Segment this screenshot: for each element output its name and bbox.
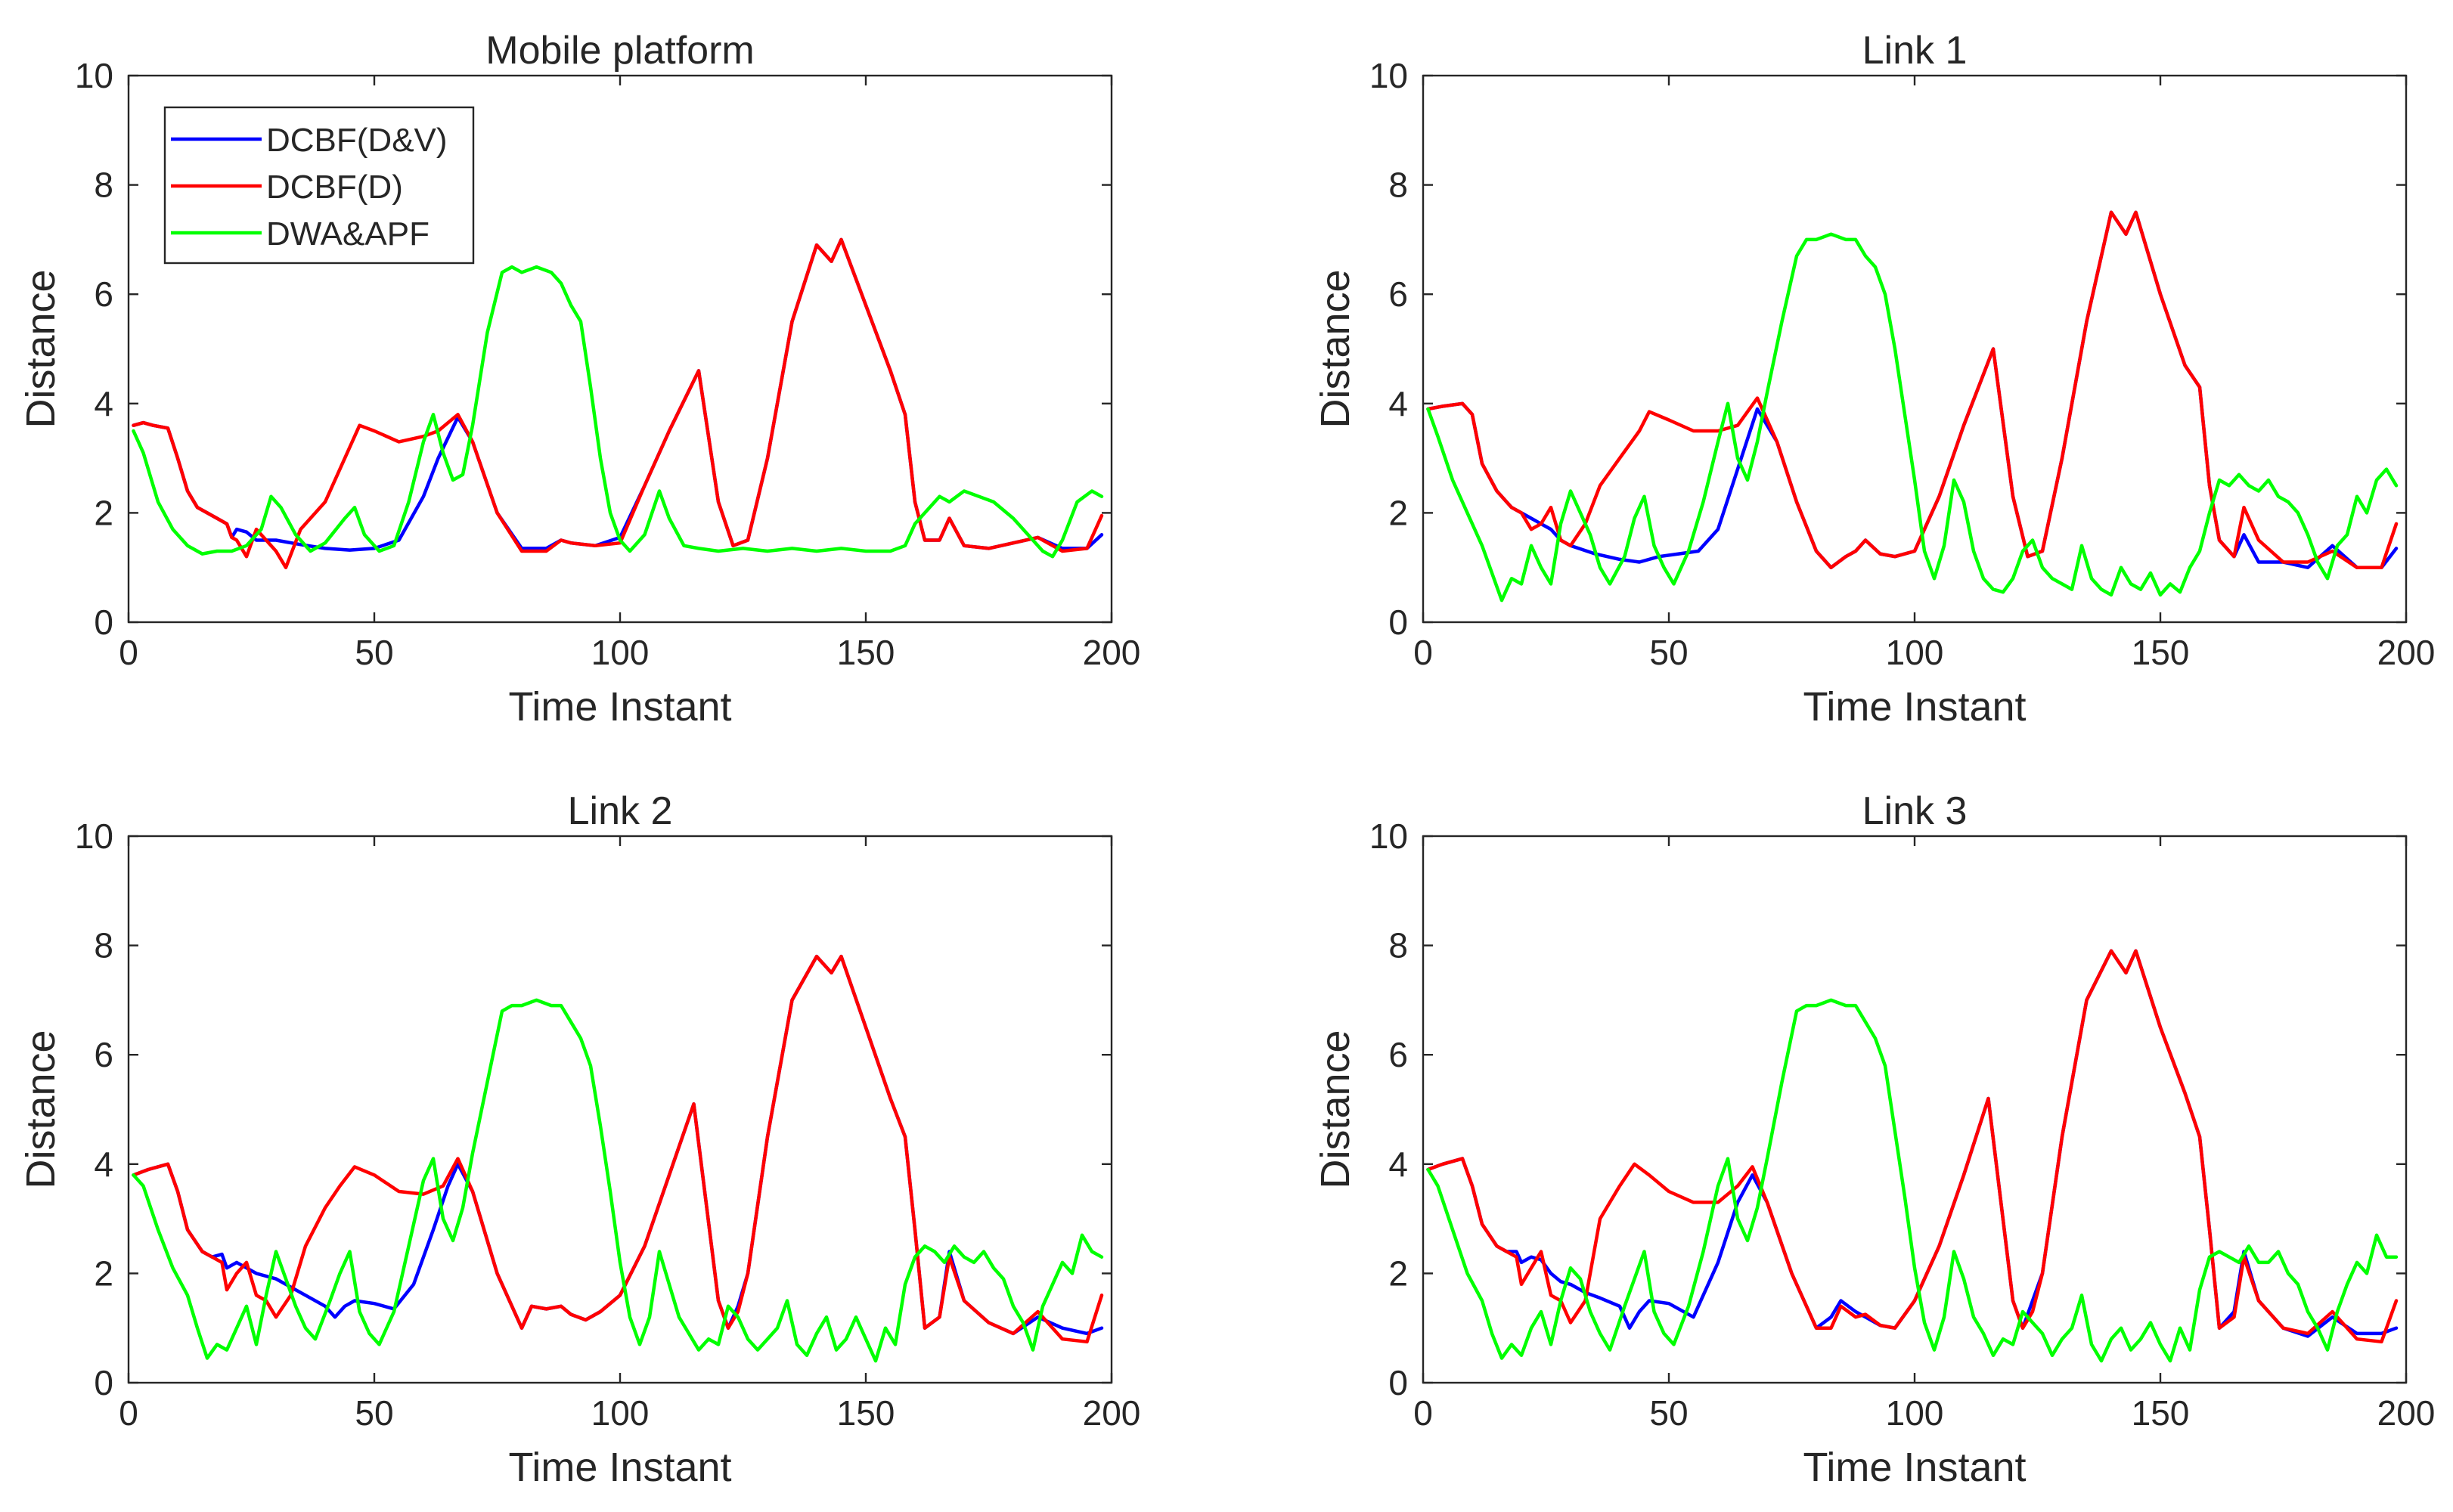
x-tick-label: 50	[1649, 633, 1688, 672]
x-tick-label: 0	[1413, 1393, 1433, 1433]
x-tick-label: 150	[837, 1393, 895, 1433]
chart-panel-2: 0 50 100 150 200 0 2 4 6 8 10 Link 1 Time Instant Dis…	[1313, 29, 2435, 730]
x-tick-label: 100	[591, 1393, 650, 1433]
y-tick-label: 6	[94, 274, 113, 314]
y-tick-label: 10	[75, 816, 113, 856]
x-tick-label: 0	[119, 633, 138, 672]
y-tick-label: 0	[94, 1363, 113, 1402]
x-axis-label: Time Instant	[508, 684, 731, 730]
legend: DCBF(D&V) DCBF(D) DWA&APF	[163, 106, 475, 265]
y-tick-label: 0	[94, 603, 113, 642]
x-tick-label: 50	[355, 633, 393, 672]
x-tick-label: 150	[2132, 1393, 2190, 1433]
y-tick-label: 4	[94, 384, 113, 423]
y-axis-label: Distance	[18, 269, 64, 428]
chart-panel-3: 0 50 100 150 200 0 2 4 6 8 10 Link 2 Time Instant Dis…	[18, 789, 1140, 1490]
x-tick-label: 200	[2377, 1393, 2436, 1433]
chart-panel-4: 0 50 100 150 200 0 2 4 6 8 10 Link 3 Time Instant Dis…	[1313, 789, 2435, 1490]
chart-panel-1: 0 50 100 150 200 0 2 4 6 8 10 Mobile platform Time I…	[18, 29, 1140, 730]
y-axis-label: Distance	[1313, 269, 1358, 428]
series-line-dwa-apf	[1426, 998, 2399, 1363]
x-axis-label: Time Instant	[508, 1445, 731, 1490]
x-tick-label: 150	[2132, 633, 2190, 672]
y-tick-label: 10	[75, 56, 113, 95]
y-tick-label: 4	[1388, 1145, 1408, 1184]
series-line-dwa-apf	[132, 265, 1104, 559]
y-tick-label: 2	[94, 493, 113, 532]
y-tick-label: 2	[94, 1253, 113, 1293]
series-line-dcbf-d	[1426, 949, 2399, 1344]
x-tick-label: 50	[355, 1393, 393, 1433]
x-tick-label: 50	[1649, 1393, 1688, 1433]
x-axis-label: Time Instant	[1803, 1445, 2026, 1490]
series-line-dcbf-d	[1426, 210, 2399, 569]
y-tick-label: 8	[1388, 166, 1408, 205]
x-tick-label: 100	[1886, 633, 1944, 672]
chart-title: Link 3	[1862, 789, 1968, 833]
series-line-dcbf-d	[132, 237, 1104, 569]
chart-title: Mobile platform	[485, 29, 754, 73]
y-tick-label: 4	[1388, 384, 1408, 423]
x-axis-label: Time Instant	[1803, 684, 2026, 730]
x-tick-label: 150	[837, 633, 895, 672]
y-tick-label: 10	[1369, 56, 1408, 95]
y-tick-label: 0	[1388, 603, 1408, 642]
x-tick-label: 100	[591, 633, 650, 672]
legend-label: DWA&APF	[266, 215, 430, 253]
x-tick-label: 0	[1413, 633, 1433, 672]
y-tick-label: 6	[94, 1035, 113, 1074]
x-tick-label: 0	[119, 1393, 138, 1433]
x-tick-label: 200	[2377, 633, 2436, 672]
series-line-dcbf-d	[132, 954, 1104, 1344]
x-tick-label: 200	[1083, 1393, 1141, 1433]
y-axis-label: Distance	[18, 1030, 64, 1188]
chart-title: Link 1	[1862, 29, 1968, 73]
y-tick-label: 2	[1388, 493, 1408, 532]
y-tick-label: 8	[94, 166, 113, 205]
y-tick-label: 6	[1388, 274, 1408, 314]
x-tick-label: 100	[1886, 1393, 1944, 1433]
y-tick-label: 0	[1388, 1363, 1408, 1402]
series-line-dwa-apf	[1426, 232, 2399, 603]
legend-label: DCBF(D&V)	[266, 122, 448, 159]
y-tick-label: 10	[1369, 816, 1408, 856]
y-axis-label: Distance	[1313, 1030, 1358, 1188]
series-line-dwa-apf	[132, 998, 1104, 1363]
chart-title: Link 2	[568, 789, 673, 833]
y-tick-label: 8	[94, 926, 113, 965]
legend-label: DCBF(D)	[266, 169, 403, 206]
y-tick-label: 8	[1388, 926, 1408, 965]
y-tick-label: 6	[1388, 1035, 1408, 1074]
y-tick-label: 2	[1388, 1253, 1408, 1293]
x-tick-label: 200	[1083, 633, 1141, 672]
y-tick-label: 4	[94, 1145, 113, 1184]
